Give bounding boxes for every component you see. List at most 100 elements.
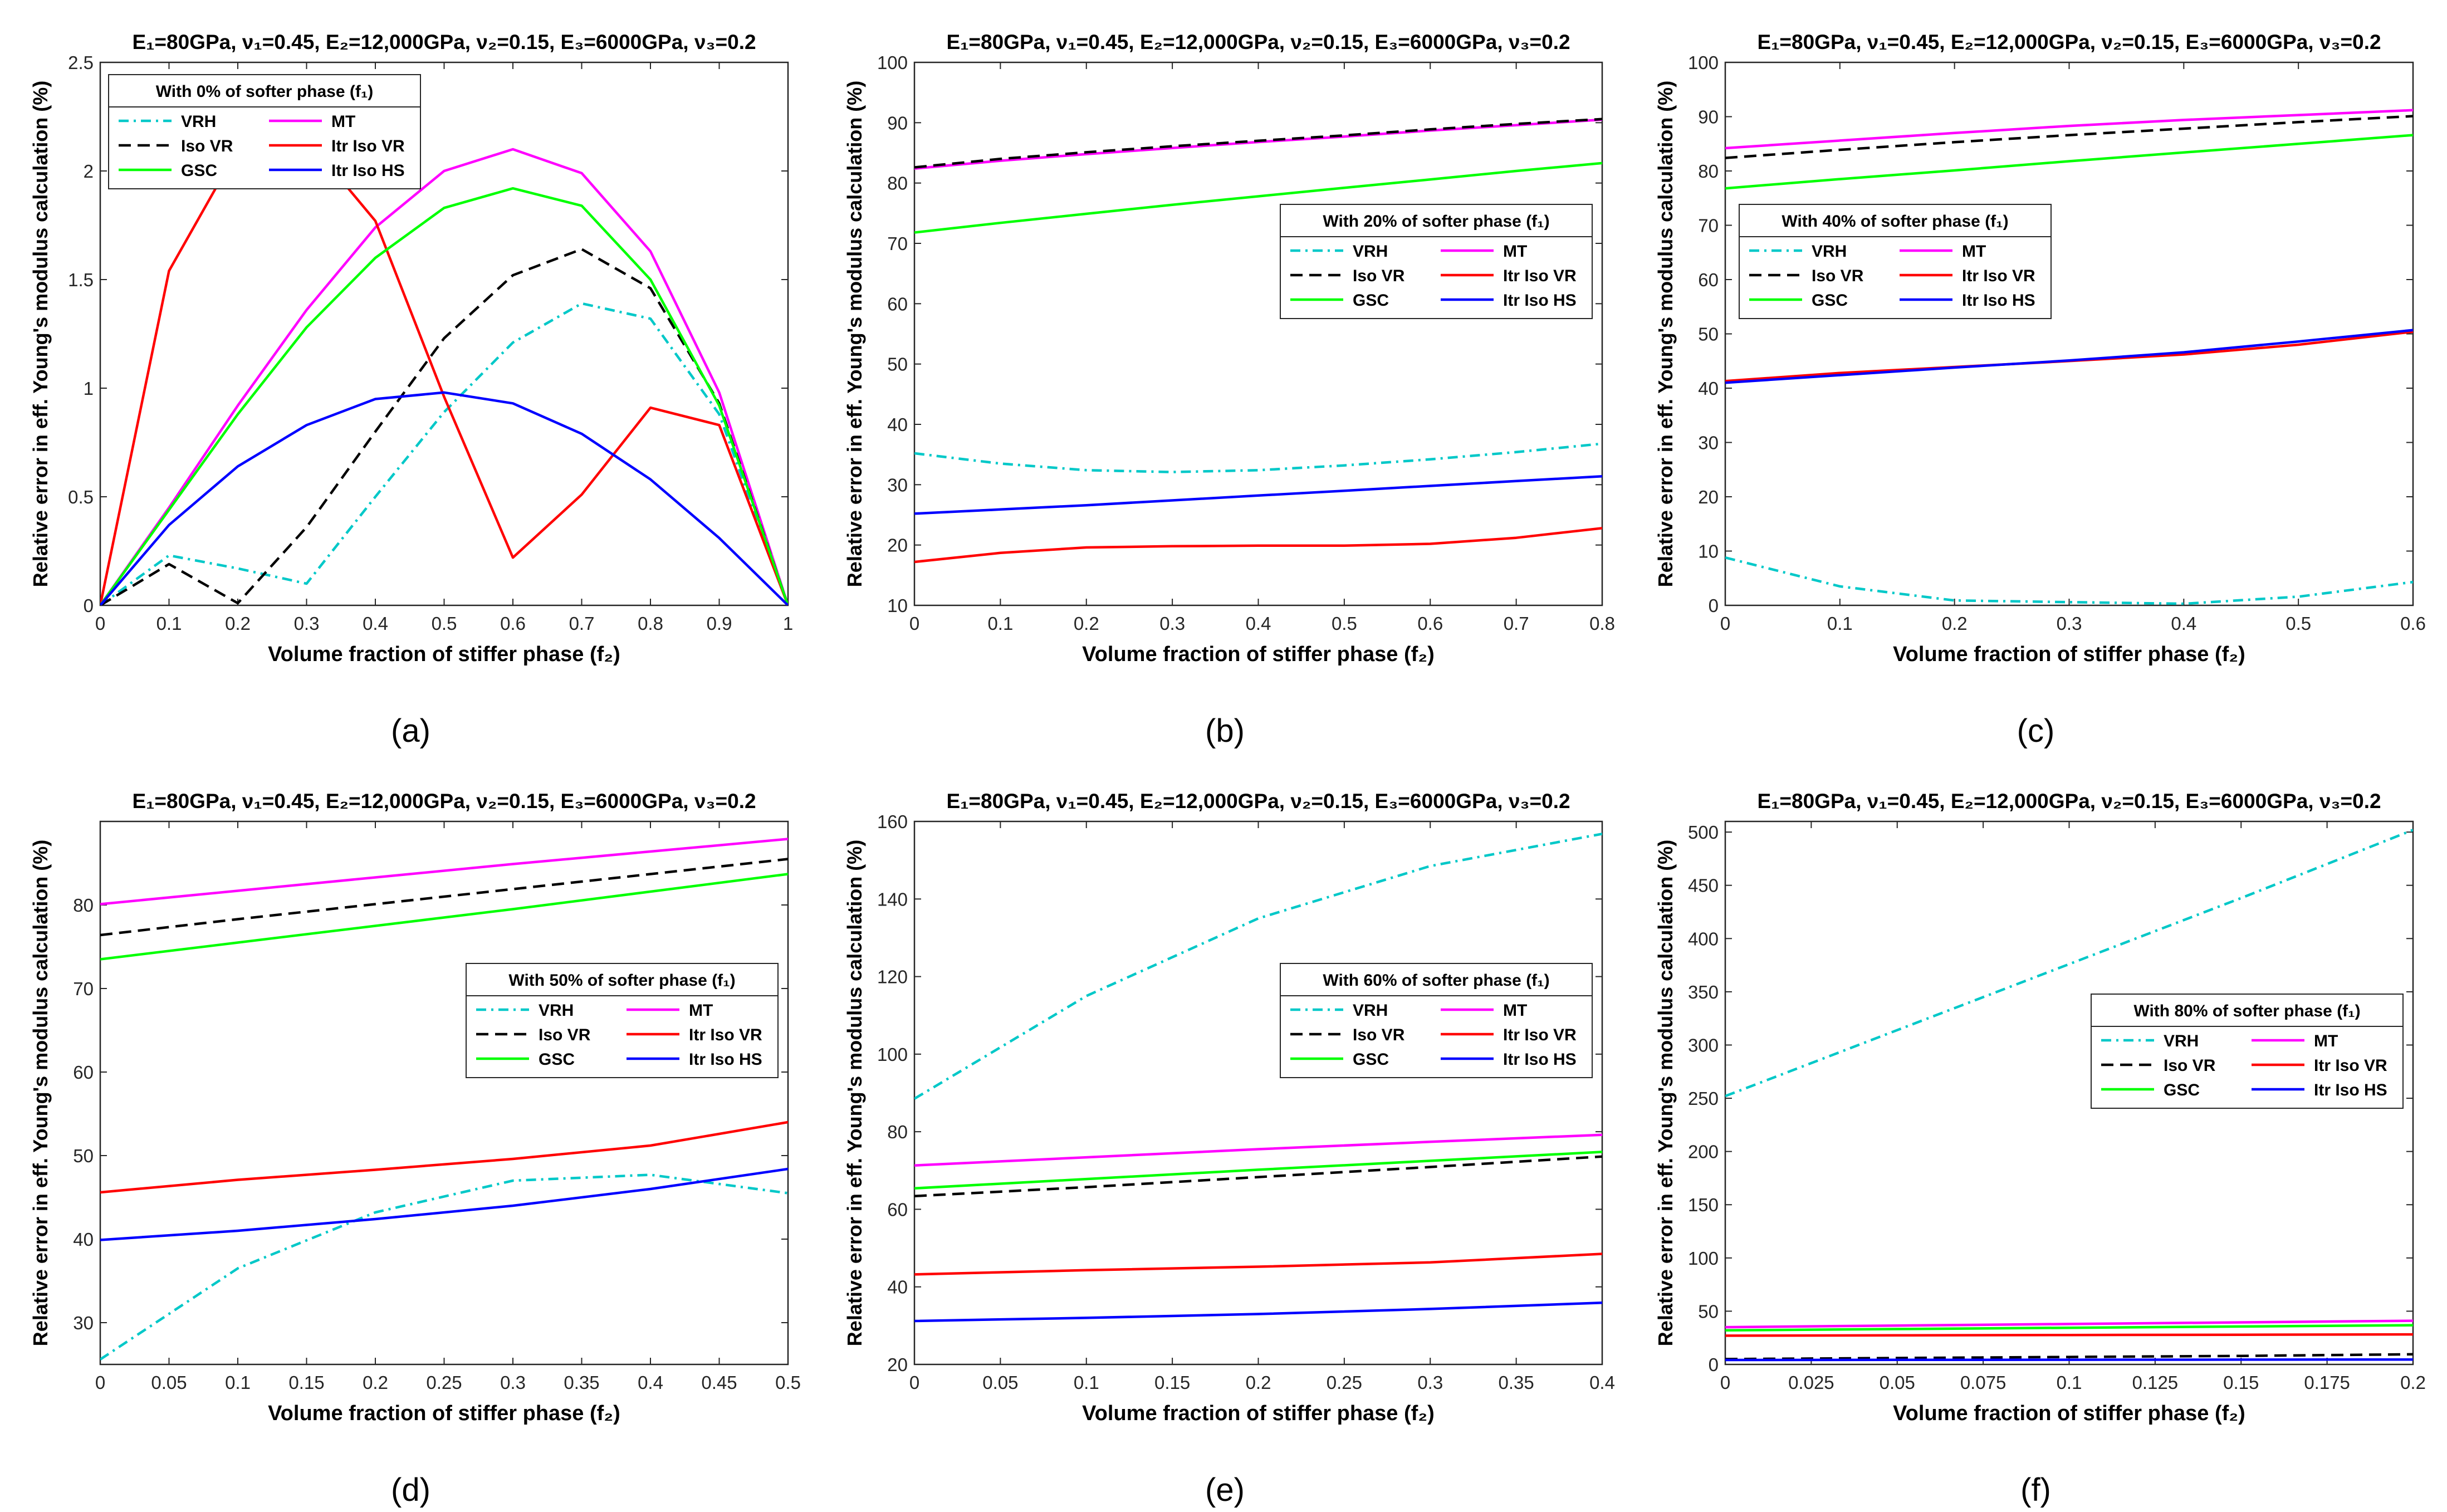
- chart-2-x-tick-label: 0.7: [1504, 613, 1529, 634]
- chart-5-x-axis-label: Volume fraction of stiffer phase (f₂): [1082, 1402, 1435, 1425]
- chart-4-x-tick-label: 0.05: [151, 1372, 187, 1393]
- chart-2-panel-label: (b): [1205, 713, 1245, 749]
- chart-3-x-tick-label: 0.6: [2400, 613, 2426, 634]
- chart-5-series-gsc-line: [914, 1151, 1602, 1190]
- chart-5-x-tick-label: 0.1: [1074, 1372, 1099, 1393]
- chart-2-y-tick-label: 70: [887, 233, 908, 254]
- chart-3-y-tick-label: 70: [1698, 216, 1719, 236]
- chart-1-legend-label-vrh: VRH: [181, 112, 216, 131]
- chart-3-series-iso-vr-line: [1725, 115, 2413, 159]
- chart-1-legend: With 0% of softer phase (f₁) VRH MT Iso VR I…: [108, 74, 421, 189]
- chart-3-plot-area: [1724, 61, 2414, 606]
- chart-3-y-tick-label: 10: [1698, 541, 1719, 562]
- chart-5-y-tick-label: 40: [887, 1277, 908, 1298]
- chart-2-y-tick-label: 80: [887, 173, 908, 194]
- chart-2-legend-label-iso-vr: Iso VR: [1353, 267, 1405, 285]
- chart-5-y-tick-label: 160: [877, 811, 908, 832]
- chart-6-x-tick-label: 0.025: [1788, 1372, 1834, 1393]
- chart-2-legend-label-vrh: VRH: [1353, 242, 1388, 261]
- chart-3-x-tick-label: 0.5: [2286, 613, 2311, 634]
- chart-6-legend-title: With 80% of softer phase (f₁): [2133, 1002, 2360, 1020]
- chart-2-panel: E₁=80GPa, ν₁=0.45, E₂=12,000GPa, ν₂=0.15…: [843, 31, 1615, 749]
- chart-2-series-group: [914, 118, 1602, 564]
- chart-2-series-vrh-line: [914, 442, 1602, 473]
- chart-6-series-group: [1725, 829, 2413, 1362]
- chart-5-x-tick-label: 0.25: [1327, 1372, 1362, 1393]
- chart-3-y-tick-label: 40: [1698, 378, 1719, 399]
- chart-5-legend-label-gsc: GSC: [1353, 1050, 1389, 1069]
- chart-6-x-tick-label: 0.05: [1880, 1372, 1915, 1393]
- chart-6-y-tick-label: 100: [1688, 1248, 1719, 1269]
- chart-4-series-group: [100, 838, 788, 1361]
- chart-2-legend-label-itr-iso-vr: Itr Iso VR: [1503, 267, 1577, 285]
- chart-5-y-axis-label: Relative error in eff. Young's modulus c…: [843, 840, 866, 1346]
- chart-6-y-tick-label: 200: [1688, 1142, 1719, 1162]
- chart-1-series-mt-line: [100, 148, 788, 605]
- chart-4-y-tick-label: 30: [73, 1313, 94, 1333]
- chart-2-y-axis-label: Relative error in eff. Young's modulus c…: [843, 81, 866, 587]
- chart-6-y-tick-label: 150: [1688, 1195, 1719, 1215]
- chart-2-x-tick-label: 0.2: [1074, 613, 1099, 634]
- chart-5-y-tick-label: 80: [887, 1122, 908, 1142]
- chart-3-series-vrh-line: [1725, 556, 2413, 605]
- chart-4-y-tick-label: 60: [73, 1062, 94, 1083]
- chart-1-series-iso-vr-line: [100, 248, 788, 605]
- chart-4-x-tick-label: 0.25: [426, 1372, 462, 1393]
- chart-6-legend-label-itr-iso-hs: Itr Iso HS: [2314, 1081, 2387, 1099]
- chart-2-x-tick-label: 0.1: [987, 613, 1013, 634]
- chart-6-x-tick-label: 0.15: [2223, 1372, 2259, 1393]
- chart-1-x-axis-label: Volume fraction of stiffer phase (f₂): [268, 643, 620, 666]
- chart-1-x-tick-label: 0.4: [363, 613, 388, 634]
- chart-6-x-tick-label: 0.175: [2304, 1372, 2350, 1393]
- chart-5-legend-label-mt: MT: [1503, 1001, 1527, 1020]
- chart-4-y-tick-label: 80: [73, 895, 94, 916]
- chart-2-legend: With 20% of softer phase (f₁) VRH MT Iso VR…: [1280, 204, 1593, 319]
- chart-3-y-tick-label: 0: [1709, 595, 1719, 616]
- chart-3-series-group: [1725, 109, 2413, 605]
- chart-1-y-tick-label: 1: [84, 378, 94, 399]
- chart-1-legend-title: With 0% of softer phase (f₁): [156, 82, 373, 101]
- chart-6-x-tick-label: 0.1: [2057, 1372, 2082, 1393]
- chart-6-series-mt-line: [1725, 1319, 2413, 1329]
- chart-3-legend: With 40% of softer phase (f₁) VRH MT Iso VR…: [1739, 204, 2052, 319]
- chart-6-series-itr-iso-hs-line: [1725, 1358, 2413, 1362]
- chart-6-x-tick-label: 0: [1720, 1372, 1730, 1393]
- chart-3-y-tick-label: 20: [1698, 487, 1719, 507]
- chart-6-x-tick-label: 0.125: [2132, 1372, 2179, 1393]
- chart-3-legend-label-iso-vr: Iso VR: [1812, 267, 1864, 285]
- chart-2-series-itr-iso-hs-line: [914, 474, 1602, 515]
- chart-2-y-tick-label: 40: [887, 414, 908, 435]
- chart-5-series-iso-vr-line: [914, 1155, 1602, 1198]
- chart-1-title: E₁=80GPa, ν₁=0.45, E₂=12,000GPa, ν₂=0.15…: [132, 31, 756, 53]
- chart-1-series-itr-iso-vr-line: [100, 137, 788, 605]
- chart-5-panel-label: (e): [1205, 1472, 1245, 1508]
- chart-1-y-tick-label: 0: [84, 595, 94, 616]
- chart-3-y-tick-label: 80: [1698, 161, 1719, 182]
- chart-5-y-tick-label: 20: [887, 1354, 908, 1375]
- chart-2-y-tick-label: 10: [887, 595, 908, 616]
- chart-6-legend: With 80% of softer phase (f₁) VRH MT Iso VR…: [2091, 994, 2404, 1109]
- chart-6-series-gsc-line: [1725, 1324, 2413, 1332]
- chart-2-title: E₁=80GPa, ν₁=0.45, E₂=12,000GPa, ν₂=0.15…: [946, 31, 1570, 53]
- chart-3-series-gsc-line: [1725, 134, 2413, 190]
- chart-2-x-tick-label: 0: [909, 613, 919, 634]
- chart-4-title: E₁=80GPa, ν₁=0.45, E₂=12,000GPa, ν₂=0.15…: [132, 790, 756, 813]
- chart-4-y-tick-label: 70: [73, 978, 94, 999]
- chart-5-x-tick-label: 0.3: [1417, 1372, 1443, 1393]
- chart-6-x-tick-label: 0.2: [2400, 1372, 2426, 1393]
- chart-4-x-tick-label: 0: [95, 1372, 105, 1393]
- chart-6-title: E₁=80GPa, ν₁=0.45, E₂=12,000GPa, ν₂=0.15…: [1757, 790, 2381, 813]
- chart-4-legend: With 50% of softer phase (f₁) VRH MT Iso VR…: [466, 963, 779, 1078]
- chart-6-y-tick-label: 250: [1688, 1088, 1719, 1109]
- chart-2-x-tick-label: 0.8: [1589, 613, 1615, 634]
- chart-1-series-itr-iso-hs-line: [100, 391, 788, 605]
- chart-1-x-tick-label: 0.9: [707, 613, 732, 634]
- chart-6-series-itr-iso-vr-line: [1725, 1333, 2413, 1337]
- chart-1-legend-label-gsc: GSC: [181, 162, 217, 180]
- chart-6-y-tick-label: 50: [1698, 1301, 1719, 1322]
- chart-2-series-iso-vr-line: [914, 118, 1602, 169]
- chart-4-legend-label-mt: MT: [689, 1001, 713, 1020]
- chart-4-series-itr-iso-vr-line: [100, 1120, 788, 1194]
- chart-1-y-tick-label: 0.5: [68, 487, 94, 507]
- chart-4-series-gsc-line: [100, 873, 788, 961]
